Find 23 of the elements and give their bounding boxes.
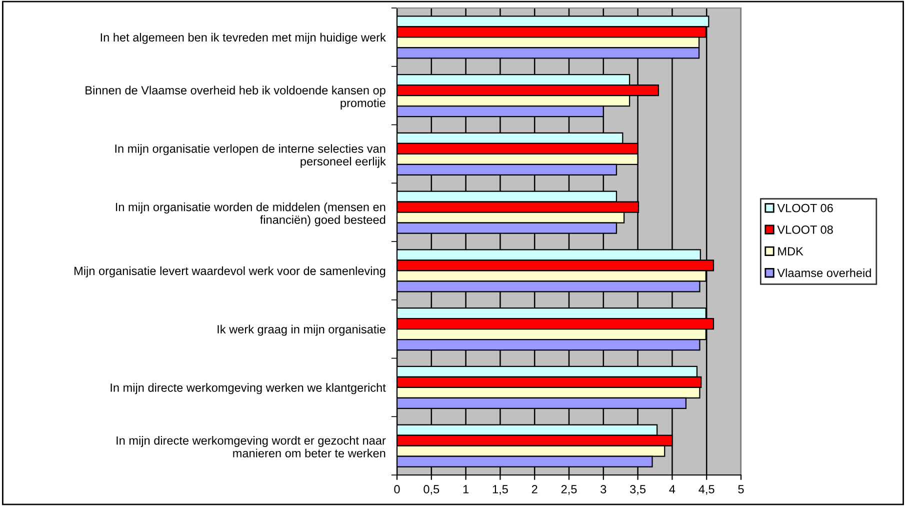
y-tick-label: Ik werk graag in mijn organisatie (218, 324, 386, 336)
x-tick-label: 3,5 (630, 485, 646, 495)
x-tick-label: 4,5 (698, 485, 714, 495)
x-tick-label: 0,5 (424, 485, 440, 495)
x-tick-label: 3 (600, 485, 606, 494)
y-tick-label: In mijn organisatie worden de middelen (mensen en financiën) goed besteed (116, 202, 386, 226)
y-tick-label: In mijn directe werkomgeving werken we klantgericht (110, 383, 386, 394)
x-tick-label: 0 (394, 485, 400, 494)
y-tick-label: Mijn organisatie levert waardevol werk voor de samenleving (74, 266, 386, 278)
x-tick-label: 2,5 (561, 485, 577, 495)
legend-label: MDK (778, 247, 804, 256)
x-tick-label: 1 (463, 485, 469, 494)
legend-label: VLOOT 08 (777, 225, 833, 234)
x-tick-label: 5 (738, 485, 744, 494)
y-tick-label: In mijn directe werkomgeving wordt er gezocht naar manieren om beter te werken (116, 436, 386, 458)
y-tick-label: Binnen de Vlaamse overheid heb ik voldoende kansen op promotie (86, 86, 386, 110)
legend-label: VLOOT 06 (777, 204, 833, 212)
y-tick-label: In mijn organisatie verlopen de interne selecties van personeel eerlijk (115, 144, 386, 168)
legend-label: Vlaamse overheid (777, 268, 871, 278)
x-tick-label: 1,5 (492, 485, 508, 495)
x-tick-label: 4 (669, 485, 676, 494)
x-tick-label: 2 (532, 485, 538, 494)
y-tick-label: In het algemeen ben ik tevreden met mijn huidige werk (100, 32, 386, 44)
